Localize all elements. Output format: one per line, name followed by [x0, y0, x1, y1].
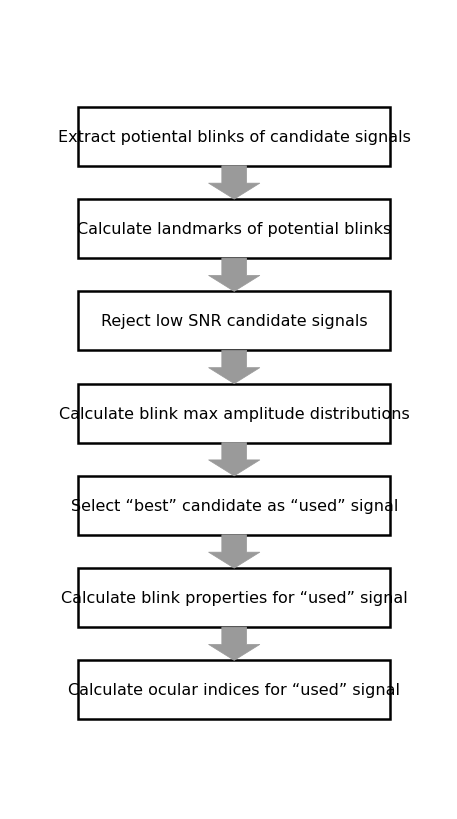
Bar	[79, 568, 390, 627]
Bar	[79, 477, 390, 535]
Text: Reject low SNR candidate signals: Reject low SNR candidate signals	[101, 314, 367, 329]
Polygon shape	[208, 259, 260, 292]
Text: Calculate ocular indices for “used” signal: Calculate ocular indices for “used” sign…	[68, 682, 400, 698]
Bar	[79, 108, 390, 166]
Bar	[79, 200, 390, 259]
Polygon shape	[208, 351, 260, 384]
Polygon shape	[208, 443, 260, 477]
Polygon shape	[208, 166, 260, 200]
Text: Calculate blink properties for “used” signal: Calculate blink properties for “used” si…	[61, 590, 408, 605]
Bar	[79, 292, 390, 351]
Bar	[79, 384, 390, 443]
Text: Select “best” candidate as “used” signal: Select “best” candidate as “used” signal	[70, 498, 398, 514]
Bar	[79, 661, 390, 719]
Text: Extract potiental blinks of candidate signals: Extract potiental blinks of candidate si…	[58, 129, 411, 145]
Text: Calculate blink max amplitude distributions: Calculate blink max amplitude distributi…	[59, 406, 409, 421]
Polygon shape	[208, 535, 260, 568]
Polygon shape	[208, 627, 260, 661]
Text: Calculate landmarks of potential blinks: Calculate landmarks of potential blinks	[77, 222, 391, 237]
